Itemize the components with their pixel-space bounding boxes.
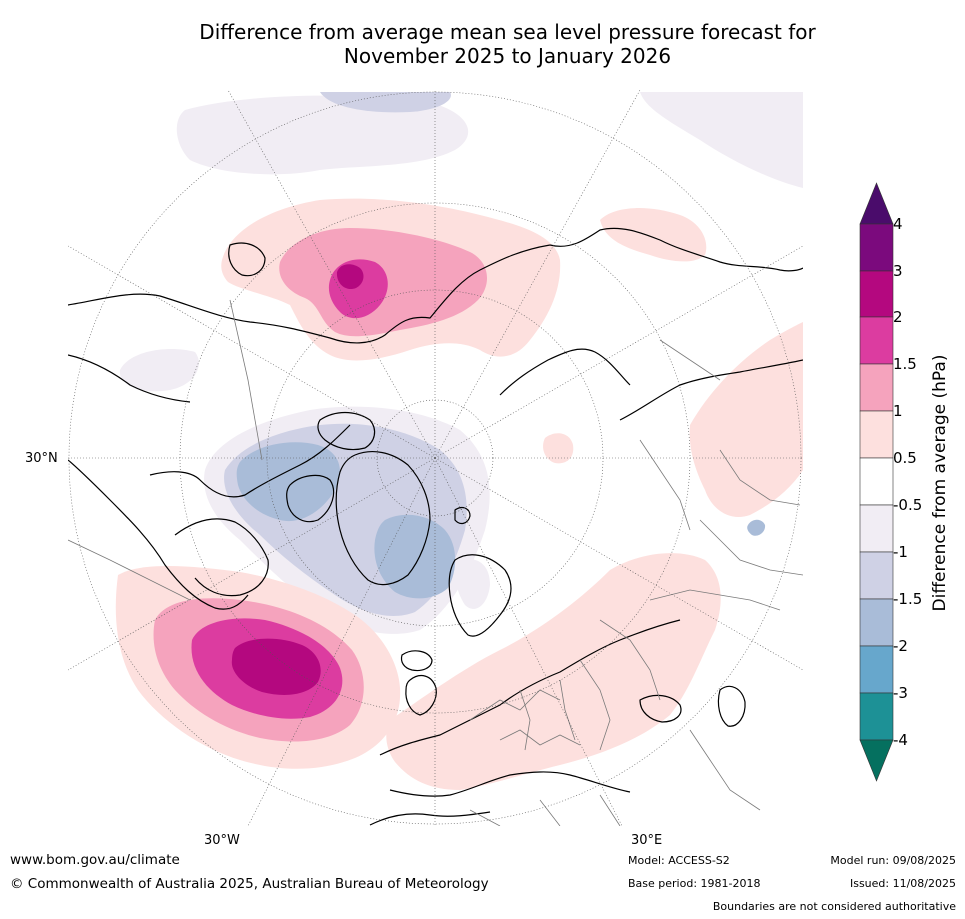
anomaly-fill-pos-kara bbox=[543, 433, 574, 464]
colorbar-tick: -1 bbox=[893, 543, 908, 561]
coastline-caspian bbox=[717, 685, 746, 727]
colorbar-band-neg3-to-neg4 bbox=[859, 692, 894, 741]
anomaly-fill-neg-siberia bbox=[119, 349, 199, 392]
boundary-asia-4 bbox=[659, 339, 721, 381]
anomaly-fill-neg-canada-core bbox=[236, 442, 340, 522]
colorbar-tick: -3 bbox=[893, 684, 908, 702]
boundary-asia-2 bbox=[639, 439, 691, 531]
colorbar-band-1.5-to-2 bbox=[859, 316, 894, 365]
graticule bbox=[68, 90, 803, 826]
title-line-2: November 2025 to January 2026 bbox=[343, 44, 672, 68]
colorbar-tick: -0.5 bbox=[893, 496, 923, 514]
footer-base-period: Base period: 1981-2018 bbox=[628, 877, 761, 890]
colorbar-tick: 4 bbox=[893, 215, 903, 233]
colorbar-label: Difference from average (hPa) bbox=[930, 354, 950, 612]
colorbar-arrow-bottom bbox=[859, 739, 894, 782]
coastline-greenland bbox=[335, 451, 431, 586]
anomaly-fill-neg-scandinavia bbox=[455, 559, 490, 609]
colorbar-band-neg0.5-to-neg1 bbox=[859, 504, 894, 553]
colorbar-band-2-to-3 bbox=[859, 270, 894, 318]
anomaly-fill-neg-greenland-core bbox=[374, 514, 456, 599]
coastline-africa-north bbox=[369, 811, 491, 826]
boundary-asia-1 bbox=[699, 519, 803, 576]
latitude-label-30n: 30°N bbox=[25, 451, 58, 466]
boundary-russia-west bbox=[599, 619, 661, 701]
coastline-mediterranean bbox=[389, 771, 631, 797]
boundary-middle-east bbox=[689, 729, 761, 811]
boundary-africa bbox=[469, 794, 621, 826]
coastline-russia-arctic bbox=[549, 227, 803, 272]
boundary-canada-us bbox=[68, 539, 191, 601]
coastlines bbox=[68, 227, 803, 826]
meridian-150e bbox=[434, 90, 641, 459]
boundary-alaska-canada bbox=[229, 299, 263, 461]
coastline-iceland bbox=[400, 650, 433, 672]
colorbar bbox=[859, 182, 894, 782]
colorbar-band-neg1.5-to-neg2 bbox=[859, 598, 894, 647]
map-area bbox=[68, 90, 803, 826]
colorbar-band-neutral bbox=[859, 457, 894, 506]
anomaly-fill-pos-bering-core bbox=[336, 264, 364, 290]
anomaly-fill-pos-caspian bbox=[689, 322, 803, 518]
footer-url[interactable]: www.bom.gov.au/climate bbox=[10, 852, 180, 868]
coastline-baffin bbox=[286, 474, 335, 523]
colorbar-tick: 3 bbox=[893, 262, 903, 280]
anomaly-fill-pos-europe bbox=[386, 553, 721, 790]
colorbar-band-neg1-to-neg1.5 bbox=[859, 551, 894, 600]
colorbar-band-0.5-to-1 bbox=[859, 410, 894, 459]
boundary-europe-2 bbox=[499, 729, 581, 746]
coastline-svalbard bbox=[454, 506, 471, 525]
coastline-kamchatka bbox=[228, 242, 266, 277]
coastline-siberia-pacific bbox=[68, 354, 191, 403]
coastline-uk-ireland bbox=[405, 674, 437, 716]
colorbar-tick: 1.5 bbox=[893, 355, 917, 373]
coastline-asia-east bbox=[619, 359, 803, 421]
anomaly-fill-neg-north-pacific-core bbox=[320, 92, 451, 113]
boundary-russia-kazakh bbox=[649, 589, 781, 611]
colorbar-arrow-top bbox=[859, 182, 894, 225]
title-line-1: Difference from average mean sea level p… bbox=[199, 20, 816, 44]
boundary-europe-1 bbox=[469, 689, 561, 721]
coastline-black-sea bbox=[639, 694, 682, 723]
coastline-scandinavia bbox=[448, 554, 512, 637]
colorbar-band-3-to-4 bbox=[859, 223, 894, 272]
coastline-alaska-bering bbox=[68, 244, 551, 344]
footer-copyright: © Commonwealth of Australia 2025, Austra… bbox=[10, 876, 489, 892]
footer-model-run: Model run: 09/08/2025 bbox=[830, 854, 956, 867]
boundary-europe-5 bbox=[579, 659, 611, 751]
negative-anomaly-layer bbox=[119, 92, 803, 634]
footer-model: Model: ACCESS-S2 bbox=[628, 854, 730, 867]
anomaly-fill-neg-caspian-spot bbox=[747, 519, 766, 536]
coastline-hudson-bay bbox=[174, 518, 269, 597]
colorbar-tick: 0.5 bbox=[893, 449, 917, 467]
colorbar-band-1-to-1.5 bbox=[859, 363, 894, 412]
coastline-ellesmere bbox=[317, 411, 376, 451]
country-boundaries bbox=[68, 299, 803, 826]
chart-title: Difference from average mean sea level p… bbox=[150, 20, 865, 68]
colorbar-tick: 2 bbox=[893, 308, 903, 326]
meridian-150w bbox=[227, 90, 436, 459]
anomaly-fill-pos-atlantic-core bbox=[231, 638, 321, 695]
boundary-europe-4 bbox=[559, 679, 576, 741]
coastline-siberia-north bbox=[499, 348, 631, 396]
colorbar-tick: 1 bbox=[893, 402, 903, 420]
coastline-europe-main bbox=[379, 619, 681, 756]
boundary-asia-3 bbox=[719, 449, 801, 506]
colorbar-tick: -1.5 bbox=[893, 590, 923, 608]
footer-issued: Issued: 11/08/2025 bbox=[849, 877, 956, 890]
coastline-north-america-east bbox=[68, 459, 249, 610]
colorbar-tick: -2 bbox=[893, 637, 908, 655]
coastline-canada-arctic bbox=[149, 424, 351, 498]
colorbar-band-neg2-to-neg3 bbox=[859, 645, 894, 694]
footer-disclaimer: Boundaries are not considered authoritat… bbox=[712, 900, 956, 913]
positive-anomaly-layer bbox=[115, 198, 803, 790]
longitude-label-30e: 30°E bbox=[631, 833, 663, 848]
boundary-europe-3 bbox=[519, 689, 531, 751]
anomaly-fill-neg-north-europe-top bbox=[640, 92, 803, 188]
colorbar-tick: -4 bbox=[893, 731, 908, 749]
longitude-label-30w: 30°W bbox=[204, 833, 240, 848]
anomaly-fill-neg-north-pacific bbox=[176, 95, 469, 175]
